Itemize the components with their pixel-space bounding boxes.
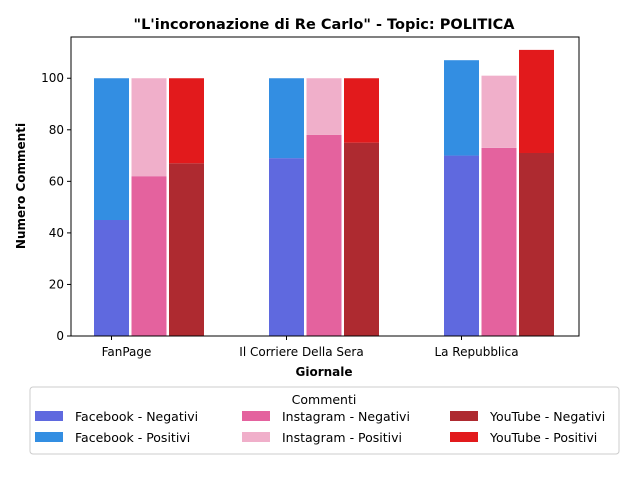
y-tick-label: 20 bbox=[49, 277, 64, 291]
bars-layer bbox=[94, 49, 554, 336]
bar-facebook-negativi-0 bbox=[94, 220, 129, 336]
legend: Commenti Facebook - Negativi Facebook - P… bbox=[29, 386, 620, 455]
y-tick-label: 0 bbox=[56, 329, 64, 343]
legend-swatch bbox=[35, 432, 63, 442]
bar-instagram-positivi-2 bbox=[481, 75, 517, 148]
bar-facebook-positivi-0 bbox=[94, 78, 129, 221]
y-tick-label: 100 bbox=[41, 71, 64, 85]
chart-title: "L'incoronazione di Re Carlo" - Topic: P… bbox=[134, 17, 516, 33]
bar-youtube-negativi-0 bbox=[169, 163, 204, 336]
legend-swatch bbox=[450, 432, 478, 442]
bar-facebook-negativi-1 bbox=[269, 158, 304, 336]
legend-entry-label: Instagram - Negativi bbox=[282, 409, 410, 424]
legend-entry-label: Instagram - Positivi bbox=[282, 430, 402, 445]
bar-youtube-negativi-1 bbox=[344, 142, 379, 336]
y-tick-label: 80 bbox=[49, 123, 64, 137]
y-axis: 0 20 40 60 80 100 bbox=[41, 71, 71, 343]
legend-title: Commenti bbox=[292, 392, 357, 407]
x-axis-label: Giornale bbox=[295, 365, 352, 379]
bar-youtube-positivi-1 bbox=[344, 78, 379, 143]
x-tick-label: Il Corriere Della Sera bbox=[239, 345, 363, 359]
bar-facebook-negativi-2 bbox=[444, 155, 479, 336]
x-axis: FanPage Il Corriere Della Sera La Repubbli… bbox=[102, 336, 519, 359]
legend-swatch bbox=[35, 411, 63, 421]
bar-instagram-negativi-1 bbox=[306, 134, 342, 336]
x-tick-label: La Repubblica bbox=[434, 345, 518, 359]
bar-youtube-positivi-0 bbox=[169, 78, 204, 164]
legend-swatch bbox=[450, 411, 478, 421]
plot-frame bbox=[70, 36, 580, 337]
y-tick-label: 40 bbox=[49, 226, 64, 240]
bar-instagram-negativi-0 bbox=[131, 176, 167, 336]
y-axis-label: Numero Commenti bbox=[14, 123, 28, 249]
bar-facebook-positivi-1 bbox=[269, 78, 304, 159]
bar-youtube-positivi-2 bbox=[519, 49, 554, 153]
legend-swatch bbox=[242, 411, 270, 421]
bar-instagram-positivi-0 bbox=[131, 78, 167, 177]
legend-swatch bbox=[242, 432, 270, 442]
bar-instagram-positivi-1 bbox=[306, 78, 342, 135]
bar-youtube-negativi-2 bbox=[519, 152, 554, 336]
x-tick-label: FanPage bbox=[102, 345, 152, 359]
legend-entry-label: YouTube - Positivi bbox=[489, 430, 597, 445]
legend-entry-label: YouTube - Negativi bbox=[489, 409, 605, 424]
legend-entry-label: Facebook - Positivi bbox=[75, 430, 190, 445]
bar-facebook-positivi-2 bbox=[444, 60, 479, 156]
bar-instagram-negativi-2 bbox=[481, 147, 517, 336]
legend-entry-label: Facebook - Negativi bbox=[75, 409, 198, 424]
y-tick-label: 60 bbox=[49, 174, 64, 188]
